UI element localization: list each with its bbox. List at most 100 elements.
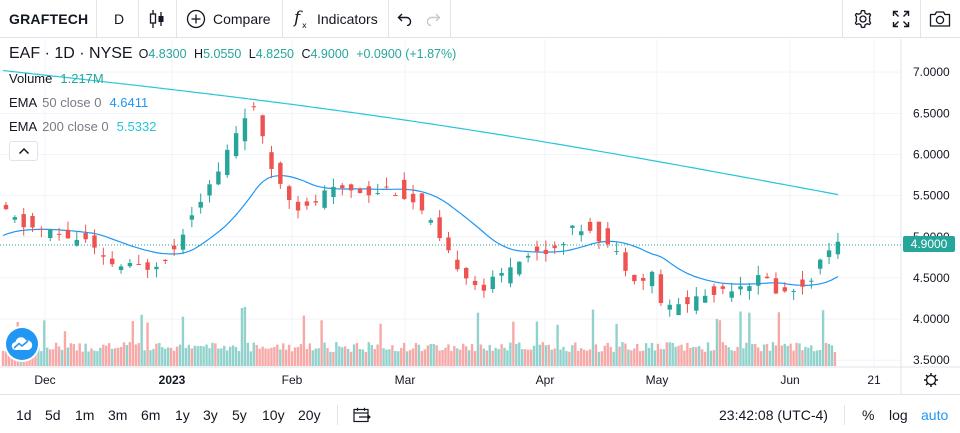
volume-bar bbox=[786, 345, 789, 366]
candle-body bbox=[835, 241, 841, 255]
volume-bar bbox=[228, 346, 232, 366]
ema200-label: EMA bbox=[9, 119, 38, 134]
range-10y-button[interactable]: 10y bbox=[262, 406, 285, 423]
chart-pane[interactable]: 7.00006.50006.00005.50005.00004.50004.00… bbox=[0, 39, 960, 394]
legend-ema200[interactable]: EMA 200 close 0 5.5332 bbox=[9, 119, 156, 134]
range-20y-button[interactable]: 20y bbox=[298, 406, 321, 423]
candle-body bbox=[517, 261, 522, 275]
volume-bar bbox=[199, 345, 202, 366]
range-6m-button[interactable]: 6m bbox=[141, 406, 161, 423]
range-5d-button[interactable]: 5d bbox=[45, 406, 61, 423]
range-1m-button[interactable]: 1m bbox=[75, 406, 95, 423]
volume-bar bbox=[196, 346, 199, 366]
auto-scale-toggle[interactable]: auto bbox=[921, 406, 949, 423]
volume-bar bbox=[305, 348, 309, 366]
toolbar-divider bbox=[450, 0, 451, 38]
candle-body bbox=[561, 243, 566, 246]
volume-bar bbox=[184, 347, 188, 366]
candle-body bbox=[587, 221, 593, 231]
volume-bar bbox=[93, 350, 96, 366]
volume-bar bbox=[523, 349, 527, 366]
candle-body bbox=[180, 234, 186, 250]
volume-bar bbox=[556, 324, 559, 366]
candle-body bbox=[747, 286, 752, 292]
legend-collapse-button[interactable] bbox=[9, 141, 38, 161]
calendar-range-icon bbox=[353, 407, 371, 422]
volume-bar bbox=[361, 349, 365, 366]
volume-bar bbox=[833, 351, 837, 366]
time-tick-label: 21 bbox=[867, 373, 881, 387]
chart-style-button[interactable] bbox=[148, 0, 166, 38]
range-1y-button[interactable]: 1y bbox=[175, 406, 190, 423]
symbol-search-button[interactable]: GRAFTECH bbox=[9, 11, 89, 27]
ema50-label: EMA bbox=[9, 95, 38, 110]
time-tick-label: 2023 bbox=[159, 373, 186, 387]
ema50-params: 50 close 0 bbox=[42, 95, 102, 110]
legend-symbol-title[interactable]: EAF · 1D · NYSE bbox=[9, 45, 133, 62]
redo-button[interactable] bbox=[425, 0, 441, 38]
price-tick-label: 7.0000 bbox=[913, 65, 950, 79]
volume-bar bbox=[246, 342, 250, 366]
volume-bar bbox=[240, 308, 244, 366]
ema200-value: 5.5332 bbox=[116, 119, 157, 134]
volume-bar bbox=[736, 347, 739, 366]
candle-body bbox=[136, 263, 141, 265]
legend-volume[interactable]: Volume 1.217M bbox=[9, 71, 104, 86]
high-key: H bbox=[194, 47, 204, 61]
volume-bar bbox=[376, 344, 379, 366]
undo-button[interactable] bbox=[397, 0, 413, 38]
volume-bar bbox=[285, 349, 288, 366]
ema50-value: 4.6411 bbox=[109, 95, 149, 110]
interval-button[interactable]: D bbox=[114, 11, 125, 27]
volume-bar bbox=[532, 345, 536, 366]
volume-bar bbox=[113, 348, 117, 366]
candle-body bbox=[667, 304, 672, 310]
percent-scale-toggle[interactable]: % bbox=[862, 406, 875, 423]
volume-bar bbox=[217, 348, 220, 366]
fullscreen-button[interactable] bbox=[892, 0, 910, 38]
volume-bar bbox=[544, 345, 547, 366]
candle-body bbox=[729, 291, 734, 298]
candle-body bbox=[472, 280, 478, 286]
range-1d-button[interactable]: 1d bbox=[16, 406, 32, 423]
tradingview-logo[interactable] bbox=[6, 328, 38, 360]
volume-bar bbox=[7, 349, 11, 366]
candle-body bbox=[773, 278, 779, 294]
volume-bar bbox=[190, 348, 193, 366]
volume-bar bbox=[273, 346, 276, 366]
gear-tooth bbox=[925, 374, 929, 378]
candle-body bbox=[322, 190, 327, 208]
volume-bar bbox=[90, 348, 93, 366]
time-tick-label: Apr bbox=[536, 373, 555, 387]
volume-bar bbox=[349, 351, 353, 366]
compare-button[interactable]: Compare bbox=[186, 0, 271, 38]
volume-bar bbox=[308, 343, 311, 366]
range-3m-button[interactable]: 3m bbox=[108, 406, 128, 423]
gear-icon[interactable] bbox=[925, 374, 937, 386]
volume-bar bbox=[745, 342, 748, 366]
indicators-button[interactable]: f x Indicators bbox=[292, 0, 378, 38]
range-5y-button[interactable]: 5y bbox=[232, 406, 247, 423]
log-scale-toggle[interactable]: log bbox=[889, 406, 908, 423]
candle-body bbox=[428, 220, 433, 223]
candle-body bbox=[48, 229, 53, 239]
time-tick-label: May bbox=[646, 373, 669, 387]
candle-body bbox=[348, 184, 354, 191]
fullscreen-icon bbox=[892, 10, 910, 28]
candle-body bbox=[632, 274, 637, 282]
screenshot-button[interactable] bbox=[929, 0, 951, 38]
candle-body bbox=[375, 193, 380, 195]
range-3y-button[interactable]: 3y bbox=[203, 406, 218, 423]
candle-body bbox=[649, 271, 655, 287]
volume-bar bbox=[43, 320, 46, 366]
legend-ema50[interactable]: EMA 50 close 0 4.6411 bbox=[9, 95, 148, 110]
low-key: L bbox=[248, 47, 256, 61]
volume-bar bbox=[591, 309, 595, 366]
price-chart[interactable]: 7.00006.50006.00005.50005.00004.50004.00… bbox=[0, 39, 960, 394]
settings-button[interactable] bbox=[853, 0, 873, 38]
go-to-date-button[interactable] bbox=[353, 395, 371, 433]
volume-bar bbox=[821, 310, 825, 366]
candle-body bbox=[145, 262, 150, 270]
volume-bar bbox=[220, 348, 223, 366]
time-clock[interactable]: 23:42:08 (UTC-4) bbox=[719, 406, 828, 423]
